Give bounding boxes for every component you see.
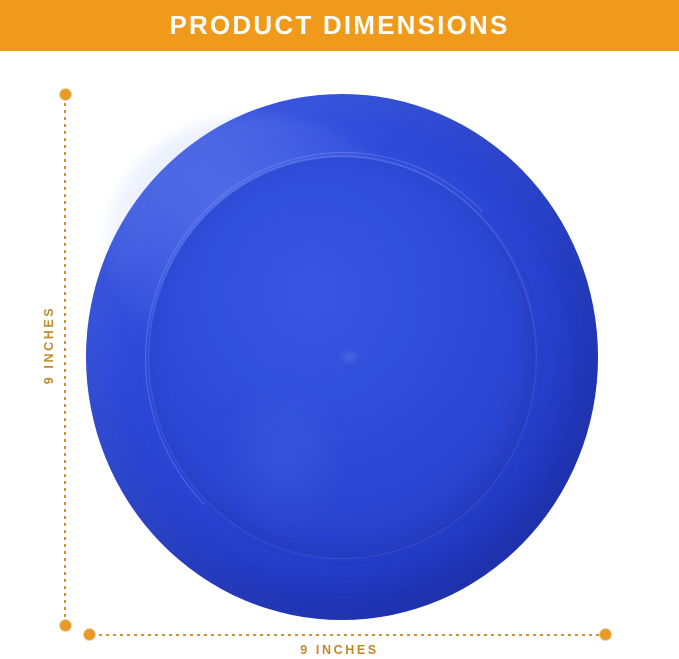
page-title: PRODUCT DIMENSIONS (169, 10, 510, 40)
width-dimension-line (92, 634, 606, 636)
height-dimension-endpoint-top-dot (60, 89, 71, 100)
plate-inner-well (148, 156, 536, 559)
header-banner: PRODUCT DIMENSIONS (0, 0, 679, 51)
width-dimension-endpoint-left-dot (84, 629, 95, 640)
width-dimension-label: 9 INCHES (300, 643, 379, 657)
height-dimension-line (64, 96, 66, 626)
height-dimension-endpoint-bottom-dot (60, 620, 71, 631)
height-dimension-label: 9 INCHES (42, 305, 56, 385)
plate-center-mark (338, 349, 361, 366)
product-plate-image (86, 94, 598, 620)
width-dimension-endpoint-right-dot (600, 629, 611, 640)
product-image-stage (0, 51, 679, 659)
plate-lower-sheen (218, 377, 350, 539)
